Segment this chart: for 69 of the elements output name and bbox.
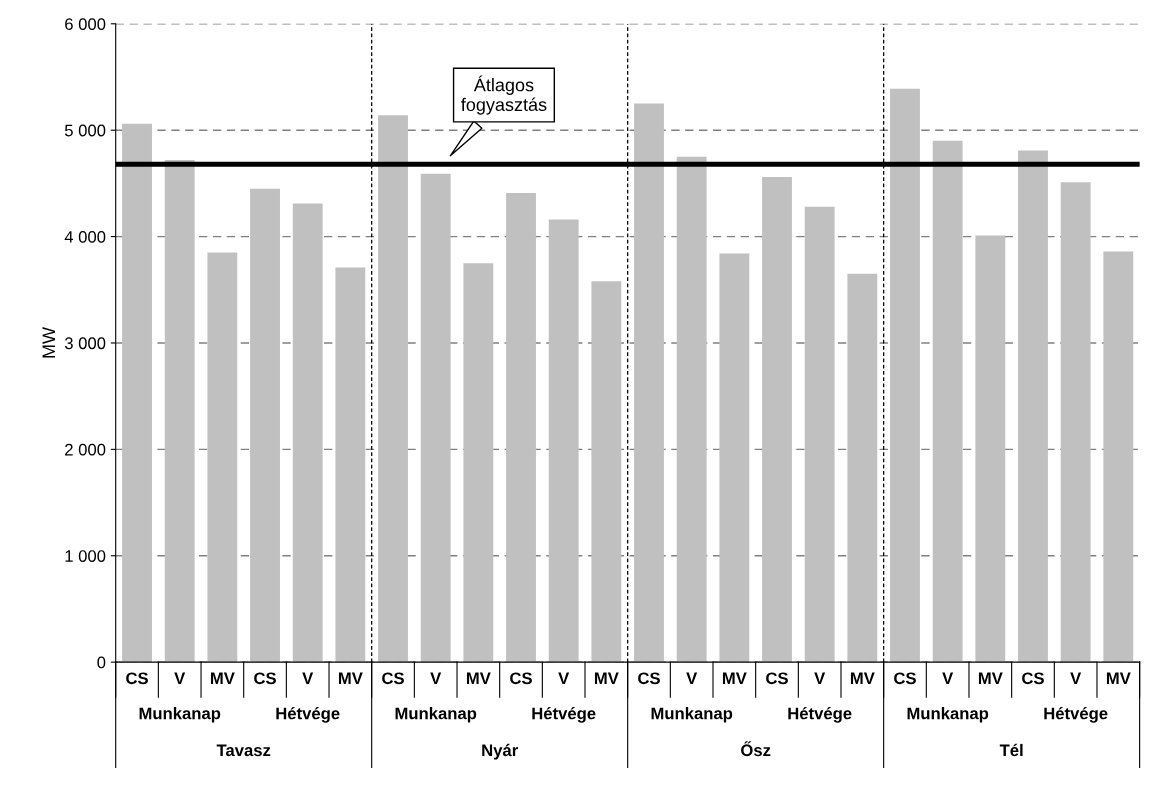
x-tick-label: MV (850, 672, 875, 685)
text: Hétvége (1044, 706, 1108, 723)
y-tick-label: 6 000 (65, 18, 106, 30)
bar (1060, 182, 1091, 663)
x-tick-label: CS (254, 672, 276, 685)
y-axis-title: MW (42, 326, 55, 358)
x-tick-label: MV (466, 672, 491, 685)
x-tick-label: MV (722, 672, 747, 685)
text: Nyár (482, 743, 518, 760)
y-tick-label: 3 000 (64, 337, 106, 350)
bar (292, 203, 323, 663)
bar (420, 173, 451, 663)
x-tick-label: V (430, 672, 442, 685)
x-tick-label: V (558, 672, 570, 685)
text: Hétvége (788, 706, 852, 723)
bar (634, 103, 664, 663)
x-tick-label: CS (126, 672, 148, 685)
bar (548, 219, 579, 663)
text: Munkanap (139, 707, 221, 723)
bar (506, 192, 536, 663)
x-tick-label: CS (1022, 672, 1044, 685)
bar (719, 253, 750, 663)
bar (122, 123, 152, 663)
bar (335, 267, 366, 663)
bar (847, 273, 878, 663)
x-tick-label: CS (766, 672, 788, 685)
bar (676, 156, 707, 663)
bar (890, 88, 920, 663)
y-tick-label: 2 000 (65, 443, 106, 456)
x-tick-label: CS (894, 672, 916, 685)
text: Tél (999, 743, 1023, 757)
ref-line-label: Átlagos fogyasztás (461, 75, 547, 115)
bar (250, 188, 280, 663)
text: Munkanap (907, 707, 989, 723)
y-tick-label: 1 000 (65, 550, 106, 562)
x-tick-label: CS (382, 672, 404, 685)
x-tick-label: V (302, 672, 314, 685)
bar (463, 263, 494, 663)
x-tick-label: V (814, 672, 826, 685)
bar (1103, 251, 1134, 663)
x-tick-label: CS (638, 672, 660, 685)
bar (164, 159, 195, 663)
text: Hétvége (532, 706, 596, 723)
x-tick-label: V (174, 672, 186, 685)
x-tick-label: MV (338, 672, 363, 685)
bar (804, 206, 835, 663)
text: Hétvége (276, 706, 340, 723)
x-tick-label: MV (978, 672, 1003, 685)
x-tick-label: V (686, 672, 698, 685)
bar (762, 177, 792, 663)
bar (975, 235, 1006, 663)
text: Tavasz (216, 744, 271, 757)
text: Munkanap (651, 707, 733, 723)
x-tick-label: V (1070, 672, 1082, 685)
bar (932, 140, 963, 663)
x-tick-label: MV (594, 672, 619, 685)
bar (1018, 150, 1048, 663)
text: Munkanap (395, 707, 477, 723)
x-tick-label: CS (510, 672, 532, 685)
y-tick-label: 0 (97, 656, 106, 669)
x-tick-label: MV (1106, 672, 1131, 685)
text: Ősz (741, 741, 771, 757)
y-tick-label: 5 000 (64, 124, 106, 137)
y-tick-label: 4 000 (64, 230, 106, 243)
bar (207, 252, 238, 663)
x-tick-label: V (942, 672, 954, 685)
x-tick-label: MV (210, 672, 235, 685)
bar (591, 281, 622, 663)
bar (378, 115, 408, 663)
